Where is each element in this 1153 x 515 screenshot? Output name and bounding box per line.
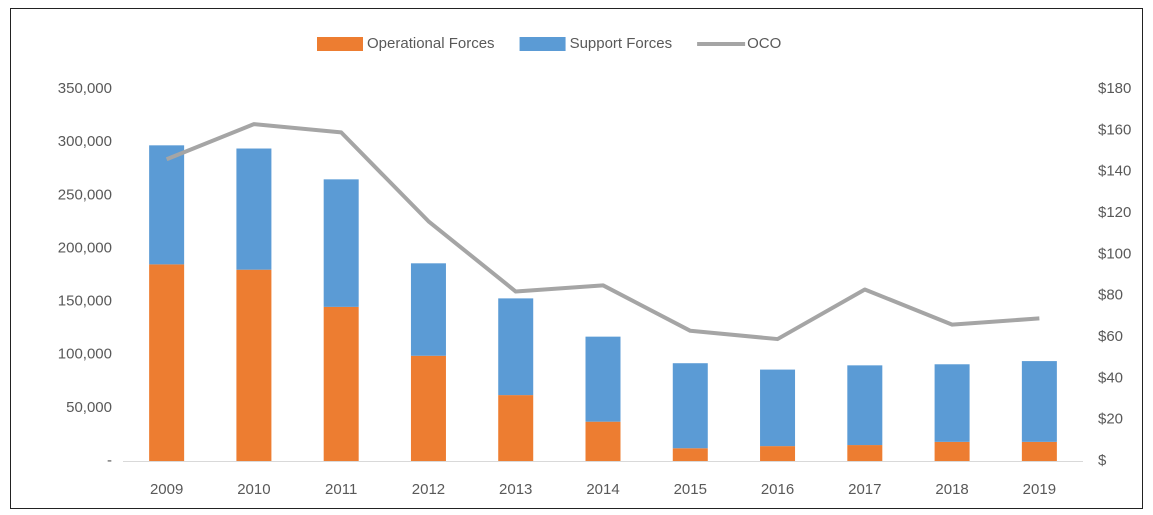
y-tick-label: 100,000 bbox=[58, 346, 112, 363]
bar bbox=[498, 298, 534, 396]
y2-tick-label: $40 bbox=[1098, 369, 1123, 386]
x-tick-label: 2017 bbox=[848, 481, 881, 498]
x-tick-label: 2018 bbox=[935, 481, 968, 498]
x-tick-label: 2013 bbox=[499, 481, 532, 498]
legend-label: OCO bbox=[747, 35, 781, 52]
y2-tick-label: $20 bbox=[1098, 411, 1123, 428]
bar bbox=[934, 364, 970, 442]
bar bbox=[149, 264, 185, 461]
y2-tick-label: $80 bbox=[1098, 287, 1123, 304]
bar bbox=[1021, 441, 1057, 461]
x-tick-label: 2009 bbox=[150, 481, 183, 498]
y-tick-label: 250,000 bbox=[58, 186, 112, 203]
y2-tick-label: $180 bbox=[1098, 80, 1131, 97]
x-tick-label: 2010 bbox=[237, 481, 270, 498]
line bbox=[165, 122, 1040, 342]
bar bbox=[760, 369, 796, 447]
bar bbox=[760, 446, 796, 461]
y-tick-label: 350,000 bbox=[58, 80, 112, 97]
legend-swatch bbox=[519, 37, 566, 51]
bar bbox=[236, 269, 272, 461]
bar bbox=[323, 306, 359, 461]
y2-tick-label: $ bbox=[1098, 452, 1107, 469]
y-tick-label: 150,000 bbox=[58, 293, 112, 310]
y2-tick-label: $60 bbox=[1098, 328, 1123, 345]
bar bbox=[410, 263, 446, 356]
y2-tick-label: $160 bbox=[1098, 121, 1131, 138]
bar bbox=[236, 148, 272, 270]
bar bbox=[847, 445, 883, 461]
y-tick-label: 300,000 bbox=[58, 133, 112, 150]
bar bbox=[847, 365, 883, 446]
bar bbox=[149, 145, 185, 265]
x-tick-label: 2011 bbox=[325, 481, 357, 498]
x-tick-label: 2015 bbox=[674, 481, 707, 498]
legend-label: Support Forces bbox=[570, 35, 673, 52]
y2-tick-label: $140 bbox=[1098, 163, 1131, 180]
x-tick-label: 2014 bbox=[586, 481, 619, 498]
bar bbox=[672, 448, 708, 461]
bar bbox=[672, 363, 708, 449]
x-tick-label: 2012 bbox=[412, 481, 445, 498]
y-tick-label: 50,000 bbox=[66, 399, 112, 416]
legend-label: Operational Forces bbox=[367, 35, 495, 52]
bar bbox=[585, 421, 621, 461]
bar bbox=[410, 355, 446, 461]
y-tick-label: 200,000 bbox=[58, 239, 112, 256]
x-tick-label: 2019 bbox=[1023, 481, 1056, 498]
bar bbox=[934, 441, 970, 461]
bar bbox=[323, 179, 359, 307]
x-tick-label: 2016 bbox=[761, 481, 794, 498]
y-tick-label: - bbox=[107, 452, 112, 469]
y2-tick-label: $120 bbox=[1098, 204, 1131, 221]
bar bbox=[498, 395, 534, 461]
legend-swatch bbox=[317, 37, 363, 51]
y2-tick-label: $100 bbox=[1098, 245, 1131, 262]
bar bbox=[1021, 361, 1057, 442]
bar bbox=[585, 336, 621, 422]
